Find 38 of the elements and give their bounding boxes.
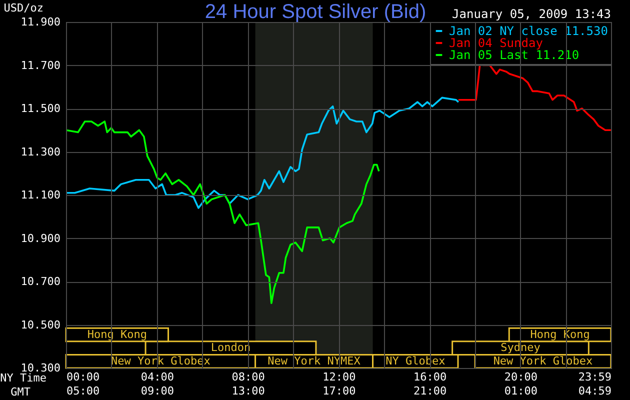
x2-tick-label: 17:00 — [322, 384, 356, 398]
legend-label: Jan 04 Sunday — [449, 36, 543, 50]
x-tick-label: 12:00 — [322, 370, 356, 384]
y-tick-label: 10.300 — [20, 362, 60, 374]
x2-tick-label: 04:59 — [578, 384, 612, 398]
annotation: Hong Kong — [87, 328, 147, 341]
annotation: Hong Kong — [530, 328, 590, 341]
y-tick-label: 10.900 — [20, 232, 60, 245]
y-axis-title: USD/oz — [4, 2, 44, 14]
x-tick-label: 20:00 — [504, 370, 538, 384]
y-tick-label: 11.100 — [20, 188, 60, 202]
x2-tick-label: 09:00 — [140, 384, 174, 398]
x-tick-label: 16:00 — [414, 370, 447, 384]
y-tick-label: 11.900 — [20, 16, 60, 28]
y-tick-label: 11.500 — [20, 102, 60, 115]
x-tick-label: 00:00 — [66, 370, 100, 384]
x2-tick-label: 21:00 — [414, 384, 447, 398]
x-tick-label: 08:00 — [232, 370, 265, 384]
x2-axis-title: GMT — [10, 386, 31, 398]
annotation: New York NYMEX — [268, 354, 361, 368]
annotation: Sydney — [500, 341, 541, 354]
chart-subtitle: January 05, 2009 13:43 — [452, 7, 611, 21]
x2-tick-label: 13:00 — [232, 384, 265, 398]
annotation: New York Globex — [493, 354, 594, 368]
y-tick-label: 11.300 — [20, 145, 60, 158]
x2-tick-label: 05:00 — [66, 384, 100, 398]
chart-title: 24 Hour Spot Silver (Bid) — [204, 1, 426, 23]
legend-label: Jan 02 NY close 11.530 — [449, 24, 608, 38]
annotation: New York Globex — [110, 354, 211, 368]
x-axis-title: NY Time — [0, 372, 46, 384]
y-tick-label: 10.500 — [20, 318, 60, 332]
annotation: London — [210, 341, 251, 354]
x-tick-label: 23:59 — [578, 370, 612, 384]
y-tick-label: 11.700 — [20, 58, 60, 72]
x2-tick-label: 01:00 — [504, 384, 538, 398]
legend-label: Jan 05 Last 11.210 — [449, 48, 580, 62]
x-tick-label: 04:00 — [140, 370, 174, 384]
y-tick-label: 10.700 — [20, 275, 60, 288]
